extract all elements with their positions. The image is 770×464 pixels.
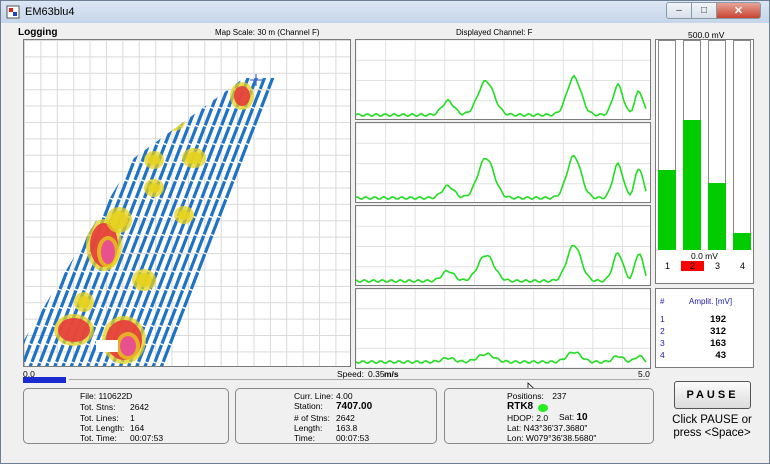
hdop-value: 2.0	[536, 413, 549, 423]
channel-trace-4	[356, 289, 650, 368]
bar-fill-3	[708, 183, 726, 250]
bar-channel-label-2[interactable]: 2	[681, 261, 704, 271]
amp-col-amplitude: Amplit. [mV]	[689, 297, 733, 306]
lat-label: Lat:	[507, 423, 522, 433]
sat-value: 10	[576, 412, 588, 423]
bar-frame-3	[708, 40, 726, 250]
total-stations-label: Tot. Stns:	[80, 402, 116, 412]
speed-track	[69, 379, 649, 380]
bar-frame-1	[658, 40, 676, 250]
speed-progress-bar	[23, 377, 66, 383]
app-icon	[6, 5, 20, 19]
bar-channel-label-4[interactable]: 4	[739, 261, 745, 271]
lon-value: W079°36'38.5680"	[525, 433, 597, 443]
amp-row-value: 163	[710, 338, 726, 349]
channel-trace-line	[356, 351, 647, 365]
line-length-label: Length:	[294, 423, 323, 433]
speed-unit: m/s	[384, 369, 399, 379]
speed-label: Speed:	[337, 369, 364, 379]
amp-row-channel: 3	[660, 338, 665, 348]
gps-info-group: Positions: 237 RTK8 HDOP: 2.0 Sat: 10 La…	[444, 388, 654, 444]
total-time-label: Tot. Time:	[80, 433, 117, 443]
file-value: 110622D	[98, 391, 133, 401]
bar-channel-label-3[interactable]: 3	[714, 261, 720, 271]
lat-value: N43°36'37.3680"	[523, 423, 588, 433]
channel-trace-line	[356, 244, 647, 284]
bar-columns: 1 2 3 4 0.0 mV	[656, 40, 753, 283]
displayed-channel-label: Displayed Channel: F	[456, 28, 533, 37]
total-length-value: 164	[130, 423, 145, 433]
survey-track-plot	[24, 74, 286, 366]
hdop-label: HDOP:	[507, 413, 534, 423]
map-scale-label: Map Scale: 30 m (Channel F)	[215, 28, 320, 37]
gps-fix-status: RTK8	[507, 401, 534, 412]
survey-map[interactable]	[23, 39, 351, 367]
amp-col-channel: #	[660, 297, 665, 306]
speed-min: 0.0	[23, 369, 35, 379]
num-stations-value: 2642	[336, 413, 355, 423]
current-line-value: 4.00	[336, 391, 353, 401]
bar-fill-2	[683, 120, 701, 250]
total-lines-value: 1	[130, 413, 135, 423]
amp-row-channel: 2	[660, 326, 665, 336]
current-line-label: Curr. Line:	[294, 391, 334, 401]
channel-plot-4	[355, 288, 651, 369]
bar-frame-4	[733, 40, 751, 250]
section-title: Logging	[18, 27, 58, 38]
file-info-group: File: 110622D Tot. Stns: 2642 Tot. Lines:…	[23, 388, 229, 444]
channel-plot-1	[355, 39, 651, 120]
line-time-label: Time:	[294, 433, 315, 443]
station-label: Station:	[294, 401, 323, 411]
bar-fill-1	[658, 170, 676, 250]
lon-label: Lon:	[507, 433, 524, 443]
pause-hint-line-1: Click PAUSE or	[672, 414, 752, 426]
bar-channel-label-1[interactable]: 1	[664, 261, 670, 271]
channel-trace-3	[356, 206, 650, 285]
total-lines-label: Tot. Lines:	[80, 413, 119, 423]
positions-label: Positions:	[507, 391, 544, 401]
amp-row-value: 192	[710, 314, 726, 325]
pause-hint: Click PAUSE or press <Space>	[657, 414, 767, 440]
channel-trace-2	[356, 123, 650, 202]
title-bar[interactable]: EM63blu4 – □ ✕	[1, 1, 769, 23]
channel-plot-2	[355, 122, 651, 203]
station-value: 7407.00	[336, 401, 373, 412]
close-button[interactable]: ✕	[717, 2, 761, 19]
gps-fix-indicator	[538, 404, 548, 412]
channel-trace-line	[356, 74, 647, 118]
sat-label: Sat:	[559, 412, 575, 422]
bar-max-label: 500.0 mV	[688, 30, 725, 40]
amp-row-channel: 1	[660, 314, 665, 324]
window-title: EM63blu4	[25, 6, 75, 18]
total-stations-value: 2642	[130, 402, 149, 412]
bar-fill-4	[733, 233, 751, 250]
amp-row-value: 312	[710, 326, 726, 337]
maximize-button[interactable]: □	[692, 2, 717, 19]
pause-button[interactable]: PAUSE	[674, 381, 751, 409]
total-length-label: Tot. Length:	[80, 423, 125, 433]
line-length-value: 163.8	[336, 423, 358, 433]
line-info-group: Curr. Line: 4.00 Station: 7407.00 # of Stn…	[235, 388, 437, 444]
amplitude-table: # Amplit. [mV] 1 192 2 312 3 163 4 43	[655, 288, 754, 368]
num-stations-label: # of Stns:	[294, 413, 330, 423]
amp-row-channel: 4	[660, 350, 665, 360]
total-time-value: 00:07:53	[130, 433, 164, 443]
window-controls: – □ ✕	[666, 2, 761, 19]
minimize-button[interactable]: –	[666, 2, 692, 19]
current-position-marker	[250, 74, 262, 86]
channel-trace-line	[356, 154, 647, 201]
channel-trace-1	[356, 40, 650, 119]
channel-plot-3	[355, 205, 651, 286]
speed-max: 5.0	[638, 369, 650, 379]
pause-hint-line-2: press <Space>	[673, 427, 751, 439]
amplitude-bars: 1 2 3 4 0.0 mV	[655, 39, 754, 284]
positions-value: 237	[552, 391, 567, 401]
amp-row-value: 43	[715, 350, 726, 361]
line-time-value: 00:07:53	[336, 433, 370, 443]
speed-value: 0.35	[368, 369, 385, 379]
bar-min-label: 0.0 mV	[691, 251, 718, 261]
file-label: File:	[80, 391, 97, 401]
